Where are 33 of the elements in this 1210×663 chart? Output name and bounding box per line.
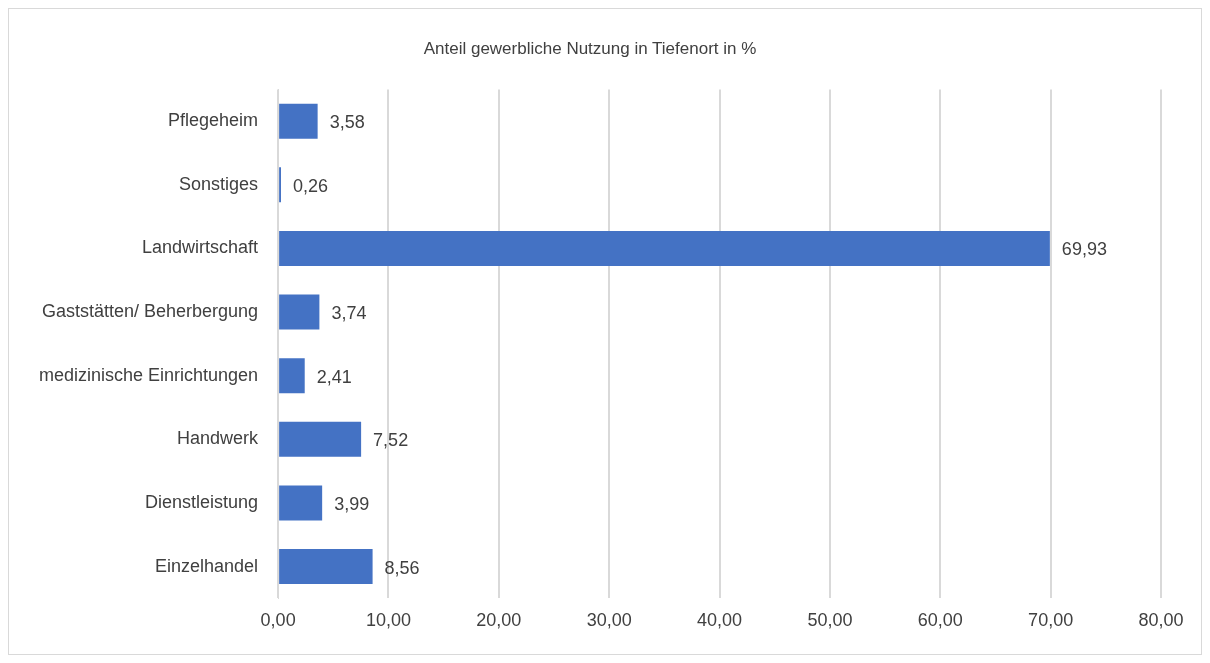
data-label: 69,93 xyxy=(1061,239,1107,260)
bar xyxy=(279,485,323,521)
bar xyxy=(279,358,305,394)
bar xyxy=(279,421,362,457)
y-tick-label: Handwerk xyxy=(177,428,260,449)
data-label: 3,74 xyxy=(331,303,367,324)
data-label: 7,52 xyxy=(373,430,409,451)
y-tick-label: Pflegeheim xyxy=(168,110,259,131)
x-tick-label: 70,00 xyxy=(1028,610,1074,631)
y-tick-label: Sonstiges xyxy=(179,173,259,194)
data-label: 8,56 xyxy=(384,557,420,578)
x-tick-label: 80,00 xyxy=(1138,610,1184,631)
x-tick-label: 60,00 xyxy=(917,610,963,631)
bar xyxy=(279,549,373,585)
x-tick-label: 40,00 xyxy=(697,610,743,631)
x-tick-label: 0,00 xyxy=(260,610,296,631)
bar xyxy=(279,294,320,330)
x-tick-label: 50,00 xyxy=(807,610,853,631)
y-tick-label: Einzelhandel xyxy=(155,555,259,576)
data-label: 3,58 xyxy=(329,112,365,133)
y-tick-label: Landwirtschaft xyxy=(142,237,259,258)
y-tick-label: medizinische Einrichtungen xyxy=(39,364,259,385)
y-tick-label: Gaststätten/ Beherbergung xyxy=(41,301,259,322)
x-tick-label: 30,00 xyxy=(586,610,632,631)
data-label: 3,99 xyxy=(334,493,370,514)
bar xyxy=(279,103,318,139)
y-tick-label: Dienstleistung xyxy=(145,491,259,512)
data-label: 0,26 xyxy=(292,175,329,196)
data-label: 2,41 xyxy=(316,366,352,387)
x-tick-label: 10,00 xyxy=(365,610,411,631)
bar xyxy=(279,230,1050,266)
chart-title: Anteil gewerbliche Nutzung in Tiefenort in % xyxy=(423,38,757,58)
x-tick-label: 20,00 xyxy=(476,610,522,631)
